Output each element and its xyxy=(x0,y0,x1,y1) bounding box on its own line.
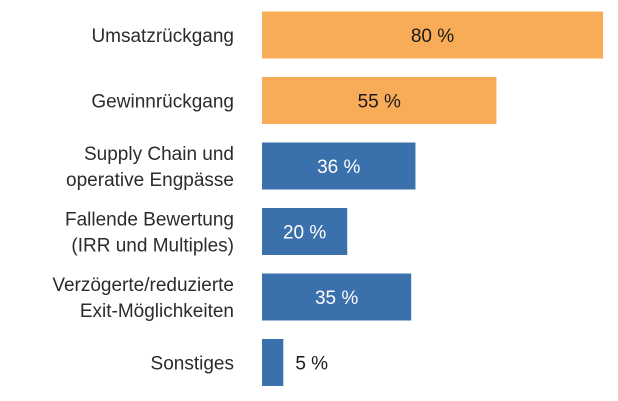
category-label-2-line-0: Supply Chain und xyxy=(84,144,234,165)
category-label-4-line-1: Exit-Möglichkeiten xyxy=(80,301,234,322)
category-label-0: Umsatzrückgang xyxy=(91,26,234,47)
value-label-0: 80 % xyxy=(411,26,454,47)
category-label-1: Gewinnrückgang xyxy=(91,92,234,113)
category-label-2-line-1: operative Engpässe xyxy=(66,170,234,191)
value-label-2: 36 % xyxy=(317,157,360,178)
value-label-5: 5 % xyxy=(295,354,328,375)
category-label-4-line-0: Verzögerte/reduzierte xyxy=(52,275,234,296)
value-label-4: 35 % xyxy=(315,288,358,309)
bar-0 xyxy=(262,11,603,59)
value-label-1: 55 % xyxy=(358,92,401,113)
bar-3 xyxy=(262,208,348,255)
category-label-3-line-0: Fallende Bewertung xyxy=(65,210,234,231)
bar-2 xyxy=(262,142,416,190)
category-label-5: Sonstiges xyxy=(151,354,234,375)
bar-1 xyxy=(262,77,497,124)
bar-4 xyxy=(262,273,412,321)
value-label-3: 20 % xyxy=(283,223,326,244)
bar-5 xyxy=(262,339,284,386)
bars-group: 80 % Umsatzrückgang 55 % Gewinnrückgang 36 %… xyxy=(52,11,603,386)
category-label-3-line-1: (IRR und Multiples) xyxy=(71,236,234,257)
